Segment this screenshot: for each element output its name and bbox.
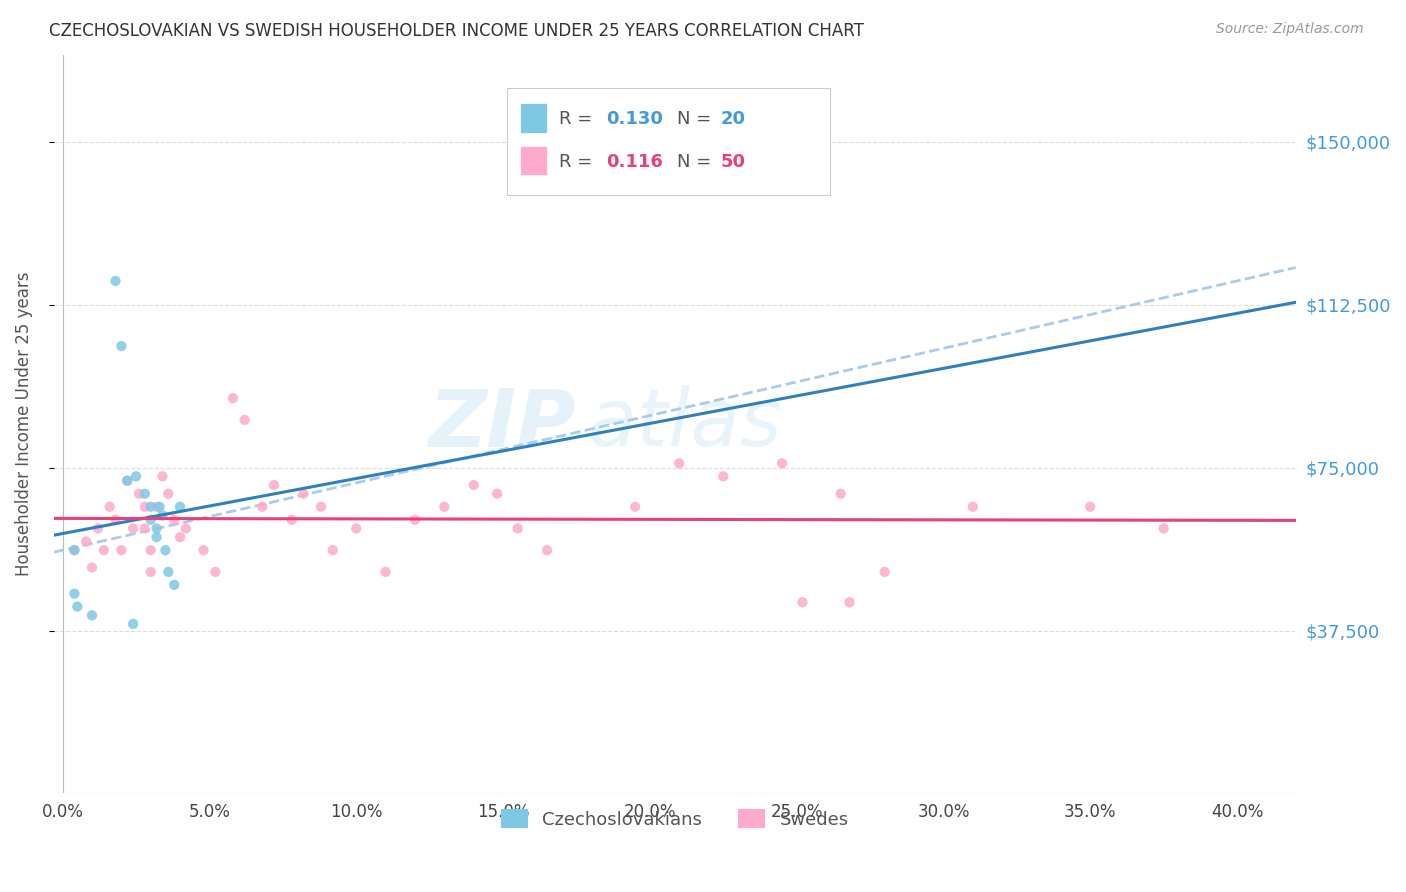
- Text: 0.116: 0.116: [606, 153, 664, 171]
- Legend: Czechoslovakians, Swedes: Czechoslovakians, Swedes: [494, 802, 856, 836]
- Text: 0.130: 0.130: [606, 111, 664, 128]
- Point: [624, 500, 647, 514]
- Point: [486, 487, 509, 501]
- Point: [193, 543, 215, 558]
- Point: [134, 487, 156, 501]
- Text: R =: R =: [560, 111, 599, 128]
- FancyBboxPatch shape: [520, 146, 547, 176]
- FancyBboxPatch shape: [508, 88, 830, 195]
- Point: [155, 543, 177, 558]
- Point: [169, 530, 191, 544]
- Y-axis label: Householder Income Under 25 years: Householder Income Under 25 years: [15, 272, 32, 576]
- Point: [204, 565, 226, 579]
- Text: 20: 20: [721, 111, 745, 128]
- Point: [115, 474, 138, 488]
- Point: [962, 500, 984, 514]
- Point: [110, 543, 132, 558]
- Point: [139, 565, 162, 579]
- Point: [63, 586, 86, 600]
- Point: [157, 487, 180, 501]
- Point: [873, 565, 896, 579]
- Point: [233, 413, 256, 427]
- Text: R =: R =: [560, 153, 599, 171]
- Point: [104, 513, 127, 527]
- Point: [145, 521, 167, 535]
- Point: [322, 543, 344, 558]
- Point: [87, 521, 110, 535]
- Point: [98, 500, 121, 514]
- FancyBboxPatch shape: [520, 103, 547, 133]
- Point: [169, 500, 191, 514]
- Point: [433, 500, 456, 514]
- Point: [174, 521, 197, 535]
- Point: [536, 543, 558, 558]
- Point: [145, 500, 167, 514]
- Point: [122, 617, 145, 632]
- Text: N =: N =: [678, 111, 717, 128]
- Point: [75, 534, 97, 549]
- Point: [93, 543, 115, 558]
- Point: [110, 339, 132, 353]
- Point: [344, 521, 367, 535]
- Point: [63, 543, 86, 558]
- Point: [404, 513, 426, 527]
- Point: [374, 565, 396, 579]
- Point: [139, 543, 162, 558]
- Text: Source: ZipAtlas.com: Source: ZipAtlas.com: [1216, 22, 1364, 37]
- Text: ZIP: ZIP: [427, 385, 575, 463]
- Point: [104, 274, 127, 288]
- Point: [115, 474, 138, 488]
- Point: [134, 500, 156, 514]
- Point: [163, 513, 186, 527]
- Point: [139, 513, 162, 527]
- Point: [125, 469, 148, 483]
- Point: [280, 513, 302, 527]
- Point: [222, 391, 245, 405]
- Point: [128, 487, 150, 501]
- Text: 50: 50: [721, 153, 745, 171]
- Point: [1153, 521, 1175, 535]
- Text: CZECHOSLOVAKIAN VS SWEDISH HOUSEHOLDER INCOME UNDER 25 YEARS CORRELATION CHART: CZECHOSLOVAKIAN VS SWEDISH HOUSEHOLDER I…: [49, 22, 865, 40]
- Point: [80, 608, 103, 623]
- Point: [80, 560, 103, 574]
- Point: [122, 521, 145, 535]
- Point: [309, 500, 332, 514]
- Point: [157, 565, 180, 579]
- Point: [152, 508, 174, 523]
- Point: [139, 500, 162, 514]
- Point: [152, 469, 174, 483]
- Point: [263, 478, 285, 492]
- Point: [252, 500, 274, 514]
- Point: [148, 500, 170, 514]
- Point: [770, 456, 793, 470]
- Point: [506, 521, 529, 535]
- Point: [838, 595, 860, 609]
- Point: [134, 521, 156, 535]
- Point: [1078, 500, 1101, 514]
- Point: [66, 599, 89, 614]
- Point: [463, 478, 485, 492]
- Point: [792, 595, 814, 609]
- Point: [668, 456, 690, 470]
- Point: [63, 543, 86, 558]
- Point: [163, 578, 186, 592]
- Point: [830, 487, 852, 501]
- Point: [145, 530, 167, 544]
- Text: N =: N =: [678, 153, 717, 171]
- Point: [711, 469, 734, 483]
- Point: [292, 487, 315, 501]
- Text: atlas: atlas: [588, 385, 783, 463]
